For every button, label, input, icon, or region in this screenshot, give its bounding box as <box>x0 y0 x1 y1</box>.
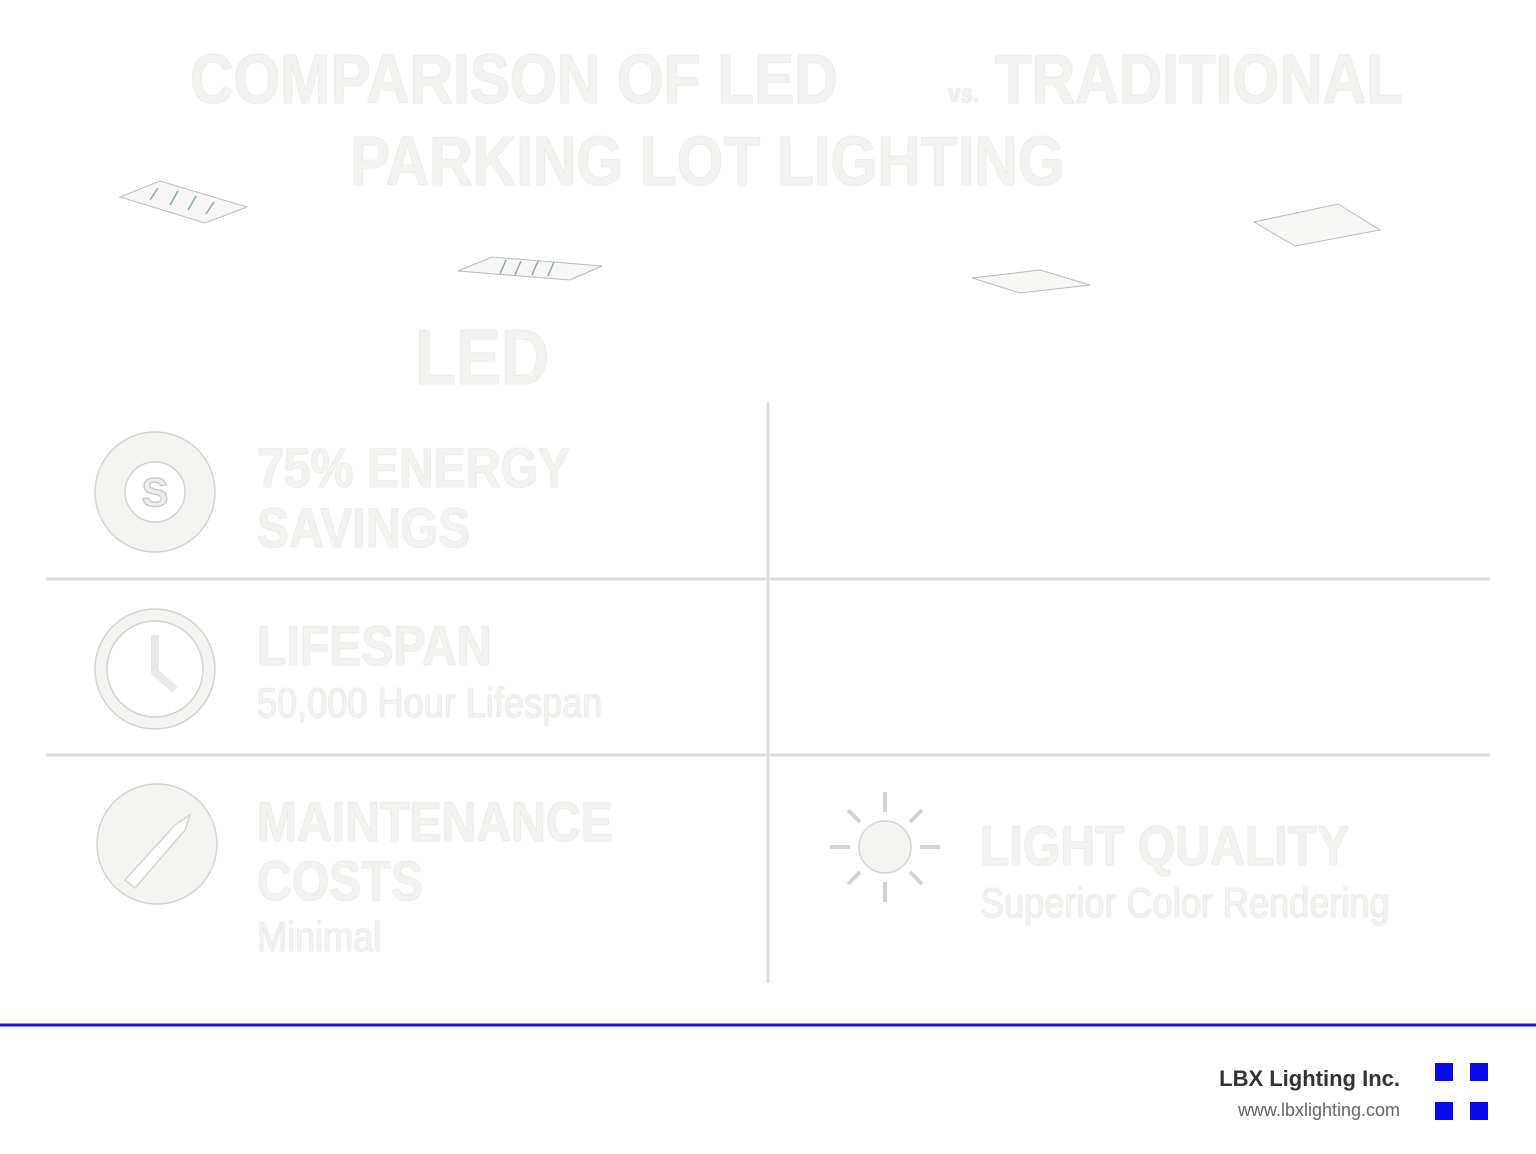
title-vs: vs. <box>948 78 980 108</box>
logo <box>1435 1063 1488 1120</box>
feature-detail: Minimal <box>257 913 382 960</box>
lamp-decor <box>118 180 1382 294</box>
feature-detail: Superior Color Rendering <box>980 879 1390 926</box>
website: www.lbxlighting.com <box>1237 1100 1400 1120</box>
column-label: LED <box>415 313 550 401</box>
company-name: LBX Lighting Inc. <box>1219 1066 1400 1091</box>
feature-detail: 50,000 Hour Lifespan <box>257 679 603 726</box>
feature-heading: LIFESPAN <box>257 614 492 677</box>
feature-heading: 75% ENERGY <box>257 436 571 499</box>
icons: S <box>94 431 940 905</box>
grid-lines <box>46 402 1490 983</box>
feature-heading: SAVINGS <box>257 496 471 559</box>
feature-heading: COSTS <box>257 849 423 912</box>
svg-text:S: S <box>142 471 169 515</box>
title: TRADITIONAL <box>995 40 1403 118</box>
feature-heading: MAINTENANCE <box>257 790 613 853</box>
title: PARKING LOT LIGHTING <box>350 122 1065 200</box>
feature-heading: LIGHT QUALITY <box>980 814 1350 877</box>
title: COMPARISON OF LED <box>190 40 838 118</box>
